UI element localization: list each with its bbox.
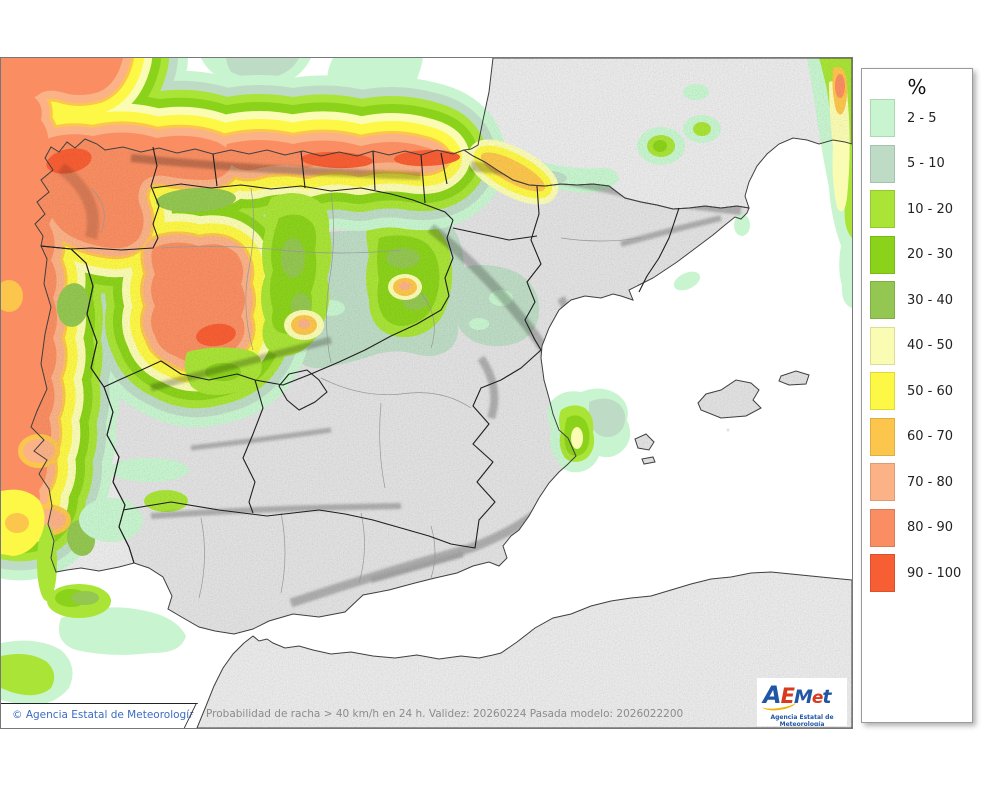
legend-item: 80 - 90 — [870, 508, 972, 547]
legend-item: 30 - 40 — [870, 281, 972, 319]
map-layers — [1, 58, 852, 728]
copyright-text: © Agencia Estatal de Meteorología — [12, 709, 196, 721]
legend-swatch — [870, 144, 895, 183]
legend-item: 70 - 80 — [870, 463, 972, 501]
legend-swatch — [870, 554, 895, 592]
legend-panel: % 2 - 5 5 - 10 10 - 20 20 - 30 30 - 40 40 - 5… — [861, 68, 973, 723]
legend-range-label: 30 - 40 — [907, 292, 954, 308]
legend-item: 2 - 5 — [870, 99, 972, 137]
legend-range-label: 80 - 90 — [907, 520, 954, 535]
legend-swatch — [870, 508, 895, 547]
aemet-logo: AEMet Agencia Estatal de Meteorología — [757, 678, 847, 726]
legend-range-label: 20 - 30 — [907, 247, 954, 262]
legend-range-label: 2 - 5 — [907, 110, 937, 126]
legend-swatch — [870, 99, 895, 137]
aemet-logo-letter: t — [822, 686, 831, 708]
legend-swatch — [870, 372, 895, 410]
legend-range-label: 90 - 100 — [907, 565, 962, 581]
legend-range-label: 5 - 10 — [907, 156, 945, 171]
legend-title: % — [907, 75, 927, 99]
aemet-logo-letter: A — [763, 681, 782, 709]
aemet-logo-wordmark: AEMet — [763, 680, 843, 710]
aemet-logo-subtitle: Agencia Estatal de Meteorología — [770, 714, 834, 726]
legend-range-label: 10 - 20 — [907, 201, 954, 217]
legend-item: 90 - 100 — [870, 554, 972, 592]
aemet-logo-letter: E — [780, 684, 795, 708]
province-borders — [90, 187, 642, 599]
legend-swatch — [870, 190, 895, 228]
legend-item: 60 - 70 — [870, 417, 972, 456]
legend-swatch — [870, 417, 895, 456]
legend-range-label: 40 - 50 — [907, 338, 954, 353]
legend-swatch — [870, 235, 895, 274]
balearic-islands — [635, 371, 809, 464]
legend-swatch — [870, 463, 895, 501]
legend-range-label: 50 - 60 — [907, 383, 954, 399]
legend-range-label: 60 - 70 — [907, 429, 954, 444]
legend-item: 20 - 30 — [870, 235, 972, 274]
aemet-logo-letter: M — [793, 686, 813, 708]
legend-range-label: 70 - 80 — [907, 474, 954, 490]
copyright-box: © Agencia Estatal de Meteorología — [1, 703, 198, 728]
legend-rows: 2 - 5 5 - 10 10 - 20 20 - 30 30 - 40 40 - 50 5… — [862, 96, 972, 592]
iberia-wind-gust-probability-map — [1, 58, 852, 728]
legend-swatch — [870, 326, 895, 365]
map-canvas: © Agencia Estatal de Meteorología Probab… — [0, 57, 853, 729]
aemet-logo-letter: e — [811, 688, 823, 708]
legend-item: 10 - 20 — [870, 190, 972, 228]
legend-item: 50 - 60 — [870, 372, 972, 410]
legend-item: 40 - 50 — [870, 326, 972, 365]
region-borders — [40, 146, 680, 564]
legend-swatch — [870, 281, 895, 319]
footer-info-text: Probabilidad de racha > 40 km/h en 24 h.… — [206, 708, 684, 720]
legend-item: 5 - 10 — [870, 144, 972, 183]
